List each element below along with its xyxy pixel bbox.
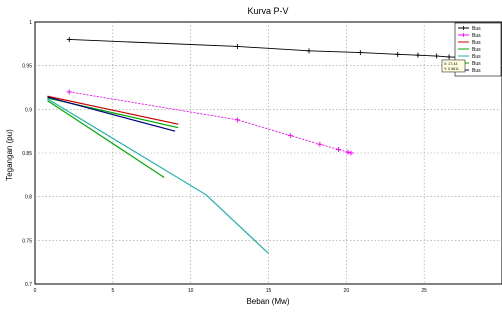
y-tick-label: 0.85 (22, 151, 32, 157)
y-tick-label: 1 (29, 20, 32, 26)
y-tick-label: 0.75 (22, 238, 32, 244)
series-1 (66, 89, 354, 156)
y-axis-label: Tegangan (pu) (5, 129, 14, 181)
x-tick-label: 20 (344, 288, 350, 294)
series-4 (47, 98, 269, 254)
data-point (415, 52, 421, 58)
data-point (434, 53, 440, 59)
y-tick-label: 0.8 (25, 195, 32, 201)
legend-marker (461, 33, 466, 37)
legend-label: Bus (472, 54, 481, 60)
x-tick-label: 25 (421, 288, 427, 294)
data-point (357, 50, 363, 56)
x-tick-label: 0 (34, 288, 37, 294)
y-tick-label: 0.7 (25, 282, 32, 288)
datatip-box (441, 59, 466, 73)
series-line (47, 95, 179, 125)
legend-label: Bus (472, 33, 481, 39)
y-ticks: 0.7 0.75 0.8 0.85 0.9 0.95 1 (22, 20, 32, 288)
y-tick-label: 0.95 (22, 64, 32, 70)
x-tick-label: 15 (266, 288, 272, 294)
datatip-x: X: 27.43 (444, 62, 457, 66)
x-tick-label: 10 (188, 288, 194, 294)
chart-title: Kurva P-V (247, 6, 288, 16)
datatip: X: 27.43Y: 0.9611 (441, 59, 466, 73)
data-point (234, 43, 240, 49)
data-point (66, 89, 72, 95)
data-point (348, 150, 354, 156)
series-6 (47, 96, 176, 132)
legend-marker (461, 26, 466, 30)
series-2 (47, 95, 179, 125)
data-point (446, 54, 452, 60)
series-3 (47, 100, 165, 178)
data-point (66, 36, 72, 42)
series-line (47, 100, 165, 178)
x-tick-label: 5 (111, 288, 114, 294)
legend-label: Bus (472, 26, 481, 32)
x-ticks: 0 5 10 15 20 25 (34, 288, 428, 294)
datatip-y: Y: 0.9611 (444, 67, 459, 71)
y-tick-label: 0.9 (25, 107, 32, 113)
data-point (306, 48, 312, 54)
grid (35, 22, 502, 284)
data-point (395, 51, 401, 57)
series-line (47, 96, 176, 132)
legend-label: Bus (472, 40, 481, 46)
series-line (47, 98, 269, 254)
data-point (317, 141, 323, 147)
legend-label: Bus (472, 68, 481, 74)
data-point (336, 147, 342, 153)
data-point (345, 149, 351, 155)
x-axis-label: Beban (Mw) (246, 297, 289, 306)
data-point (234, 117, 240, 123)
data-point (287, 133, 293, 139)
legend-label: Bus (472, 61, 481, 67)
legend-label: Bus (472, 47, 481, 53)
